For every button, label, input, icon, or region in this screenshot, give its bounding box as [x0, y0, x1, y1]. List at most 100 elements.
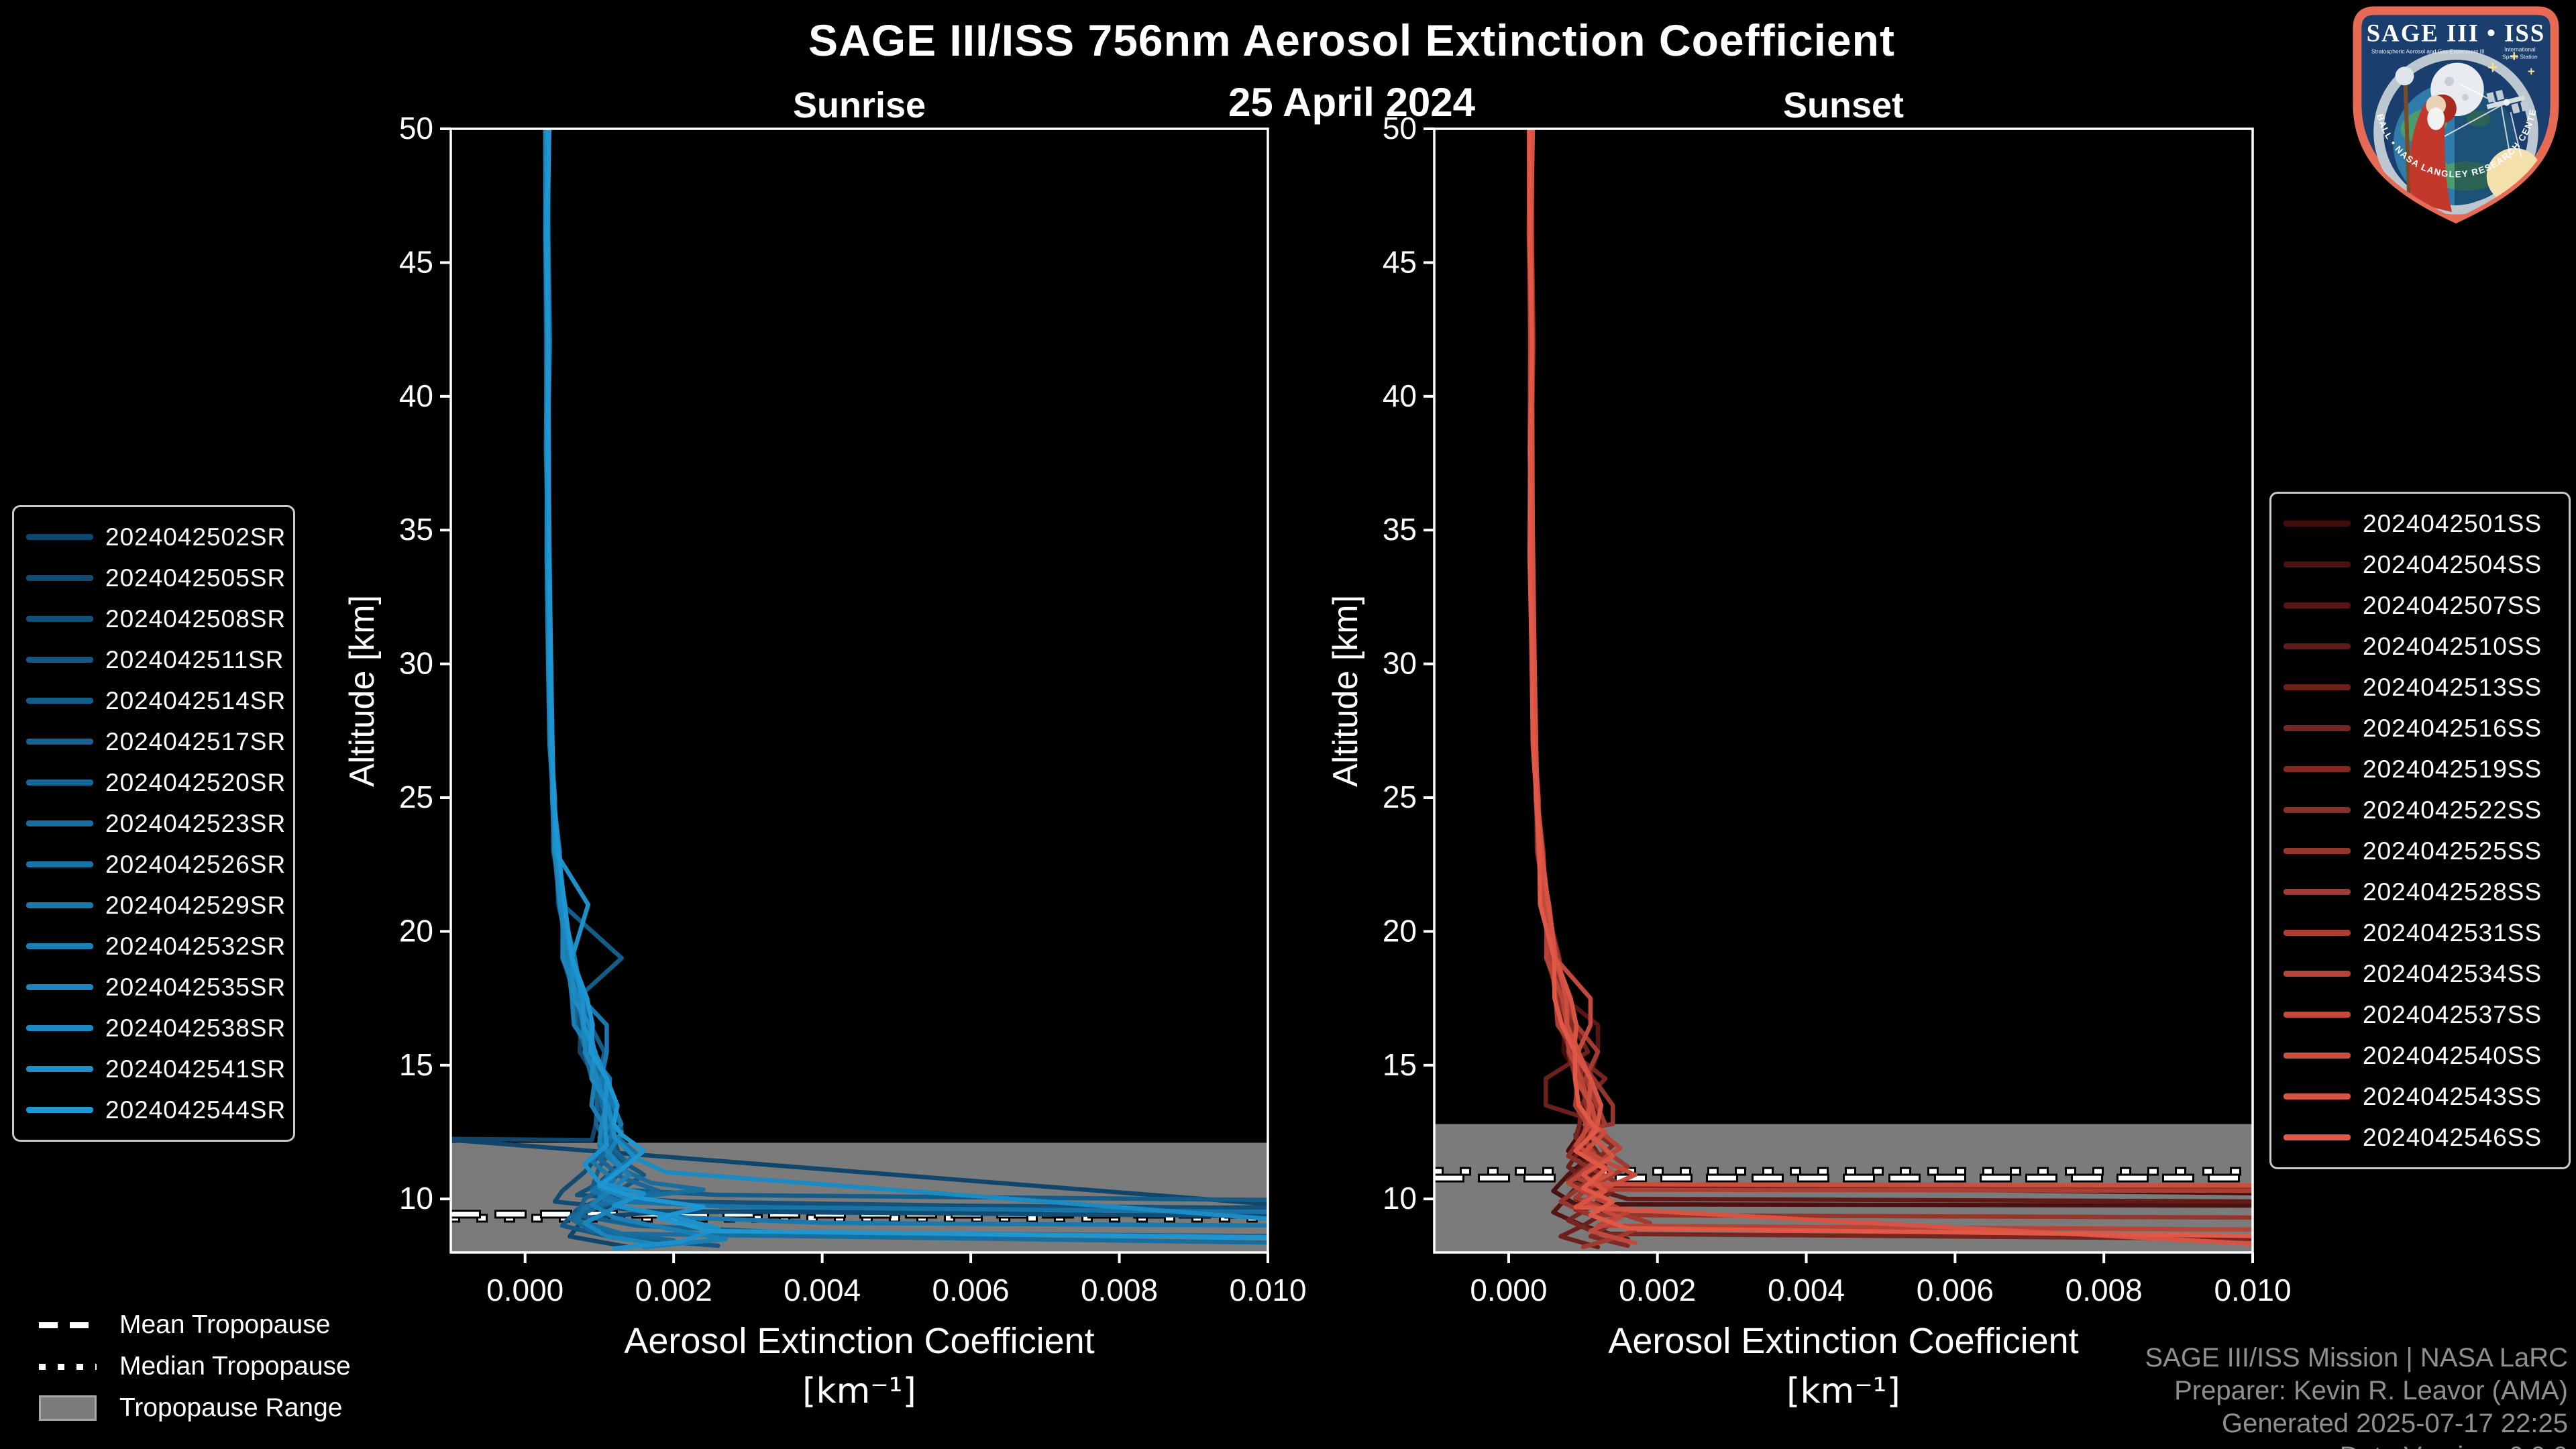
x-tick-label: 0.000: [1470, 1273, 1547, 1307]
legend-line-swatch: [2284, 930, 2351, 936]
legend-item: 2024042525SS: [2284, 830, 2557, 871]
profile-line-2024042523SR: [544, 129, 1268, 1245]
x-tick-label: 0.006: [932, 1273, 1010, 1307]
x-tick-label: 0.008: [2065, 1273, 2143, 1307]
legend-item: 2024042538SR: [26, 1008, 285, 1049]
legend-event-label: 2024042523SR: [105, 809, 286, 837]
legend-item: 2024042516SS: [2284, 708, 2557, 749]
y-tick-label: 25: [399, 780, 433, 814]
legend-event-label: 2024042504SS: [2363, 550, 2542, 578]
legend-item: Median Tropopause: [39, 1346, 351, 1387]
legend-event-label: 2024042528SS: [2363, 877, 2542, 906]
legend-item: 2024042531SS: [2284, 912, 2557, 953]
logo-archimedes-figure: [2395, 66, 2457, 213]
legend-item: 2024042537SS: [2284, 994, 2557, 1035]
legend-item: 2024042511SR: [26, 639, 284, 680]
legend-line-swatch: [2284, 807, 2351, 813]
profile-line-2024042505SR: [544, 129, 1268, 1219]
legend-item: 2024042519SS: [2284, 749, 2557, 790]
legend-item: 2024042543SS: [2284, 1076, 2557, 1117]
legend-event-label: 2024042505SR: [105, 564, 286, 592]
legend-item: 2024042532SR: [26, 926, 285, 967]
legend-line-swatch: [26, 698, 93, 704]
legend-item: 2024042529SR: [26, 885, 285, 926]
logo-orbit-ring: [2373, 50, 2538, 215]
y-tick-label: 25: [1383, 780, 1417, 814]
legend-line-swatch: [2284, 766, 2351, 772]
legend-line-swatch: [2284, 561, 2351, 568]
mean-tropopause-dash-swatch: [39, 1322, 97, 1328]
legend-item: 2024042526SR: [26, 844, 285, 885]
x-tick-label: 0.006: [1917, 1273, 1994, 1307]
panel-sunset: 10 15 20 25 30 35 40 45 50 0.000 0.002 0.004 0.006 0.…: [1383, 111, 2292, 1411]
legend-item: 2024042546SS: [2284, 1117, 2557, 1158]
legend-line-swatch: [2284, 889, 2351, 895]
legend-line-swatch: [26, 820, 93, 826]
logo-stars: [2487, 52, 2535, 75]
legend-item: 2024042523SR: [26, 803, 285, 844]
y-tick-label: 15: [399, 1047, 433, 1082]
legend-item: 2024042505SR: [26, 557, 285, 598]
legend-line-swatch: [2284, 1093, 2351, 1099]
legend-sunset-events: 2024042501SS 2024042504SS 2024042507SS 2024…: [2269, 492, 2571, 1169]
legend-item: 2024042501SS: [2284, 503, 2557, 544]
legend-item: 2024042513SS: [2284, 667, 2557, 708]
legend-line-swatch: [2284, 684, 2351, 690]
legend-event-label: 2024042514SR: [105, 686, 286, 714]
profile-line-2024042544SR: [545, 129, 1268, 1240]
footer-preparer: Preparer: Kevin R. Leavor (AMA): [2174, 1376, 2568, 1405]
legend-line-swatch: [2284, 1134, 2351, 1140]
legend-event-label: 2024042544SR: [105, 1095, 286, 1124]
tropopause-legend: Mean Tropopause Median Tropopause Tropop…: [39, 1304, 351, 1429]
profile-line-2024042511SR: [545, 129, 720, 1248]
legend-event-label: 2024042526SR: [105, 850, 286, 878]
x-tick-label: 0.000: [486, 1273, 564, 1307]
legend-item: 2024042517SR: [26, 721, 285, 762]
panel-title-sunrise: Sunrise: [792, 85, 926, 125]
legend-event-label: 2024042519SS: [2363, 755, 2542, 783]
legend-sunrise-events: 2024042502SR 2024042505SR 2024042508SR 2024…: [12, 505, 295, 1142]
legend-item: 2024042508SR: [26, 598, 285, 639]
y-tick-label: 30: [1383, 646, 1417, 681]
legend-line-swatch: [26, 943, 93, 949]
profile-line-2024042516SS: [1526, 129, 2253, 1241]
x-tick-label: 0.002: [1619, 1273, 1696, 1307]
y-tick-label: 10: [399, 1181, 433, 1216]
legend-line-swatch: [2284, 602, 2351, 608]
profile-line-2024042508SR: [543, 129, 1268, 1211]
logo-moon-crater: [2445, 76, 2455, 87]
profile-line-2024042541SR: [543, 129, 720, 1251]
legend-event-label: 2024042501SS: [2363, 509, 2542, 537]
logo-beams: [2442, 83, 2522, 159]
date-subtitle: 25 April 2024: [1228, 80, 1475, 125]
legend-event-label: 2024042510SS: [2363, 632, 2542, 660]
legend-event-label: 2024042516SS: [2363, 714, 2542, 742]
legend-line-swatch: [26, 1025, 93, 1031]
legend-event-label: 2024042534SS: [2363, 959, 2542, 987]
legend-event-label: 2024042511SR: [105, 645, 284, 674]
legend-line-swatch: [26, 739, 93, 745]
legend-line-swatch: [2284, 725, 2351, 731]
profile-line-2024042540SS: [1527, 129, 2253, 1188]
legend-event-label: 2024042508SR: [105, 604, 286, 633]
panel-sunrise: 10 15 20 25 30 35 40 45 50 0.000 0.002 0.004 0.006 0.…: [399, 111, 1307, 1411]
profile-line-2024042502SR: [451, 129, 1268, 1250]
x-axis-unit: [km⁻¹]: [1786, 1371, 1900, 1411]
y-tick-label: 35: [399, 512, 433, 547]
legend-item: Tropopause Range: [39, 1387, 351, 1429]
legend-item: 2024042502SR: [26, 517, 285, 557]
legend-line-swatch: [2284, 848, 2351, 854]
legend-event-label: 2024042538SR: [105, 1014, 286, 1042]
logo-subtitle-right: Space Station: [2502, 54, 2538, 60]
legend-event-label: 2024042531SS: [2363, 918, 2542, 947]
legend-line-swatch: [2284, 643, 2351, 649]
tropopause-range-swatch: [39, 1395, 97, 1421]
legend-line-swatch: [2284, 1012, 2351, 1018]
legend-event-label: 2024042502SR: [105, 523, 286, 551]
legend-event-label: 2024042546SS: [2363, 1123, 2542, 1151]
profile-line-2024042504SS: [1527, 129, 2253, 1208]
legend-line-swatch: [26, 575, 93, 581]
profile-line-2024042520SR: [543, 129, 676, 1243]
